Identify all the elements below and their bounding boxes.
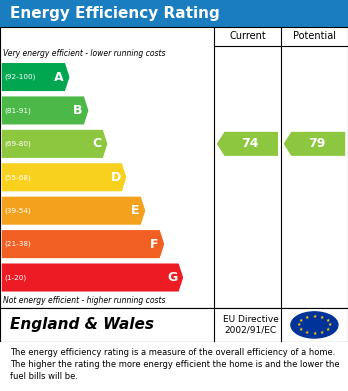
Text: E: E bbox=[131, 204, 140, 217]
Text: (21-38): (21-38) bbox=[4, 241, 31, 248]
Text: (92-100): (92-100) bbox=[4, 74, 35, 80]
Text: ★: ★ bbox=[327, 323, 332, 327]
Text: G: G bbox=[167, 271, 177, 284]
Text: F: F bbox=[150, 238, 159, 251]
Text: (69-80): (69-80) bbox=[4, 141, 31, 147]
Text: ★: ★ bbox=[320, 315, 324, 320]
Text: EU Directive
2002/91/EC: EU Directive 2002/91/EC bbox=[223, 315, 279, 335]
Text: Current: Current bbox=[229, 31, 266, 41]
Text: ★: ★ bbox=[312, 331, 317, 336]
Text: England & Wales: England & Wales bbox=[10, 317, 155, 332]
Polygon shape bbox=[2, 230, 164, 258]
Polygon shape bbox=[2, 97, 88, 124]
Polygon shape bbox=[2, 63, 70, 91]
Text: C: C bbox=[93, 137, 102, 151]
Polygon shape bbox=[2, 130, 108, 158]
Text: B: B bbox=[73, 104, 83, 117]
Text: (55-68): (55-68) bbox=[4, 174, 31, 181]
Text: Energy Efficiency Rating: Energy Efficiency Rating bbox=[10, 6, 220, 21]
Text: ★: ★ bbox=[320, 330, 324, 335]
Text: (39-54): (39-54) bbox=[4, 208, 31, 214]
Text: Not energy efficient - higher running costs: Not energy efficient - higher running co… bbox=[3, 296, 166, 305]
Polygon shape bbox=[217, 132, 278, 156]
Text: ★: ★ bbox=[325, 326, 330, 332]
Text: ★: ★ bbox=[299, 318, 303, 323]
Text: D: D bbox=[111, 171, 121, 184]
Text: (1-20): (1-20) bbox=[4, 274, 26, 281]
Polygon shape bbox=[2, 163, 126, 191]
Text: 79: 79 bbox=[308, 137, 325, 151]
Text: ★: ★ bbox=[304, 315, 309, 320]
Text: ★: ★ bbox=[297, 323, 301, 327]
Ellipse shape bbox=[291, 312, 338, 338]
Text: (81-91): (81-91) bbox=[4, 107, 31, 114]
Text: 74: 74 bbox=[241, 137, 259, 151]
Text: ★: ★ bbox=[312, 314, 317, 319]
Text: Potential: Potential bbox=[293, 31, 336, 41]
Text: ★: ★ bbox=[325, 318, 330, 323]
Text: A: A bbox=[54, 70, 64, 84]
Text: ★: ★ bbox=[304, 330, 309, 335]
Text: The energy efficiency rating is a measure of the overall efficiency of a home. T: The energy efficiency rating is a measur… bbox=[10, 348, 340, 380]
Text: Very energy efficient - lower running costs: Very energy efficient - lower running co… bbox=[3, 48, 166, 57]
Polygon shape bbox=[2, 264, 183, 292]
Polygon shape bbox=[2, 197, 145, 225]
Text: ★: ★ bbox=[299, 326, 303, 332]
Polygon shape bbox=[284, 132, 345, 156]
